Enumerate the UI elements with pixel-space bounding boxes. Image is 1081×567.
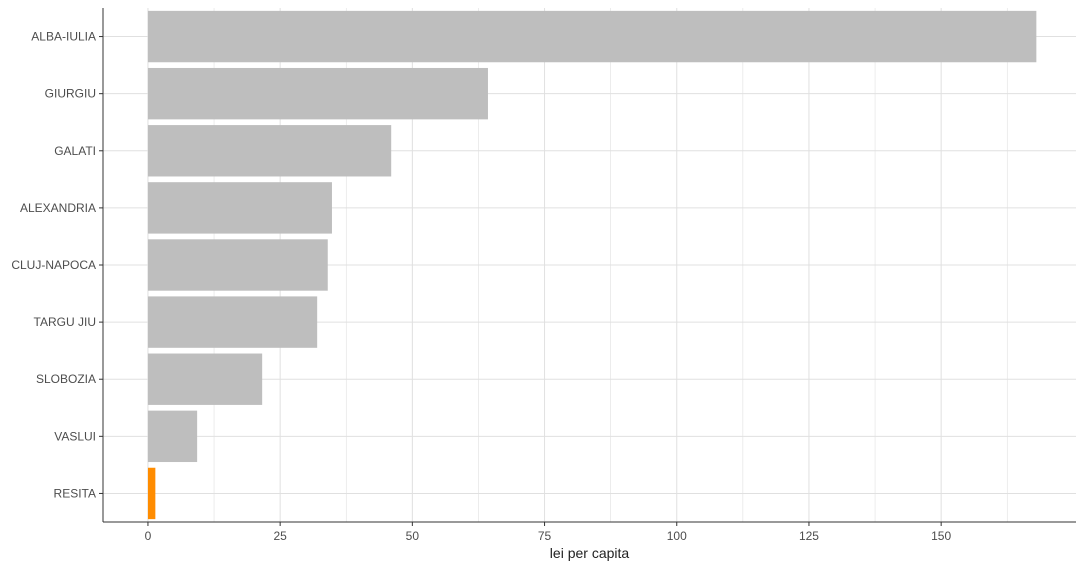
bar-resita (147, 467, 156, 520)
bars (147, 10, 1037, 520)
y-tick-label: ALEXANDRIA (20, 201, 96, 215)
x-tick-label: 0 (145, 529, 152, 543)
bar-alba-iulia (147, 10, 1037, 63)
bar-vaslui (147, 410, 198, 463)
x-tick-label: 25 (273, 529, 287, 543)
bar-slobozia (147, 353, 263, 405)
bar-alexandria (147, 182, 332, 234)
y-tick-label: RESITA (54, 486, 96, 500)
x-tick-label: 50 (406, 529, 420, 543)
bar-cluj-napoca (147, 239, 328, 291)
x-tick-label: 125 (799, 529, 819, 543)
bar-galati (147, 125, 392, 177)
x-tick-label: 100 (667, 529, 687, 543)
y-tick-label: GALATI (54, 144, 96, 158)
x-tick-label: 75 (538, 529, 552, 543)
x-axis-title: lei per capita (550, 545, 630, 561)
y-tick-labels: ALBA-IULIA GIURGIU GALATI ALEXANDRIA CLUJ-NA… (11, 30, 103, 500)
x-tick-label: 150 (931, 529, 951, 543)
y-tick-label: SLOBOZIA (36, 372, 96, 386)
x-tick-labels: 0 25 50 75 100 125 150 (145, 522, 951, 543)
y-tick-label: GIURGIU (45, 87, 96, 101)
bar-targu-jiu (147, 296, 318, 348)
y-tick-label: ALBA-IULIA (31, 30, 96, 44)
y-tick-label: TARGU JIU (34, 315, 96, 329)
y-tick-label: VASLUI (54, 429, 96, 443)
y-tick-label: CLUJ-NAPOCA (11, 258, 96, 272)
bar-giurgiu (147, 67, 488, 120)
